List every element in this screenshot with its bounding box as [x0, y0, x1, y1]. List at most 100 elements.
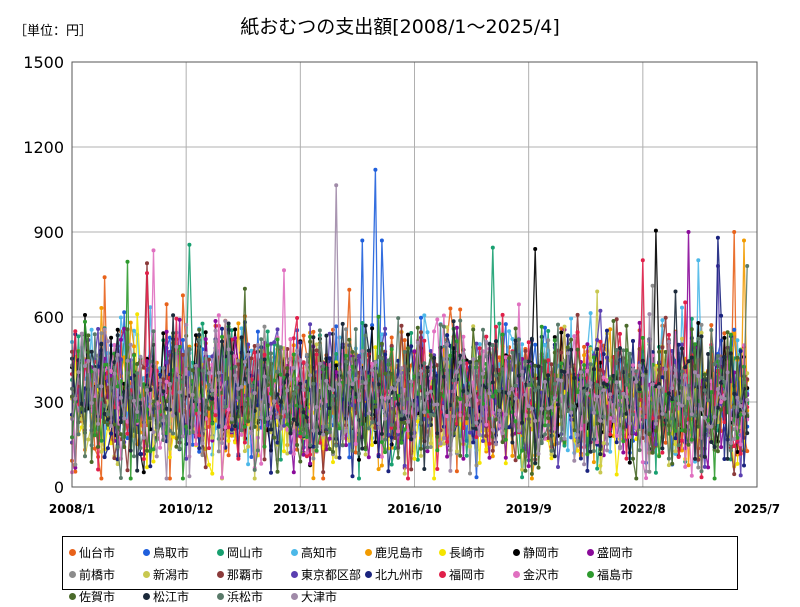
data-point [562, 436, 567, 441]
data-point [634, 369, 639, 374]
data-point [468, 471, 472, 476]
data-point [546, 416, 551, 421]
data-point [216, 313, 221, 318]
data-point [79, 401, 84, 406]
data-point [269, 341, 273, 346]
data-point [415, 340, 420, 345]
data-point [601, 352, 606, 357]
data-point [167, 335, 172, 340]
data-point [445, 409, 450, 414]
data-point [500, 312, 505, 317]
data-point [210, 400, 215, 405]
data-point [383, 416, 388, 421]
data-point [92, 433, 97, 438]
legend-label: 前橋市 [79, 567, 116, 582]
data-point [653, 228, 658, 233]
data-point [595, 466, 600, 471]
data-point [102, 455, 107, 460]
data-point [370, 368, 375, 373]
data-point [725, 330, 730, 335]
data-point [383, 371, 388, 376]
data-point [99, 438, 104, 443]
legend-item: 新潟市 [143, 563, 217, 585]
y-axis: 0 300 600 900 1200 1500 [23, 53, 64, 497]
legend-item: 鹿児島市 [365, 541, 439, 563]
data-point [419, 315, 423, 320]
data-point [376, 467, 381, 472]
data-point [732, 405, 737, 410]
data-point [513, 458, 518, 463]
data-point [419, 420, 423, 425]
data-point [432, 402, 437, 407]
data-point [409, 379, 414, 384]
data-point [454, 339, 459, 344]
data-point [373, 440, 378, 445]
legend-marker-icon [291, 548, 298, 556]
data-point [151, 329, 156, 334]
data-point [680, 403, 684, 408]
data-point [680, 428, 684, 433]
data-point [572, 334, 577, 339]
data-point [164, 414, 169, 419]
data-point [627, 435, 632, 439]
data-point [128, 448, 133, 453]
data-point [265, 416, 270, 421]
data-point [344, 353, 348, 358]
data-point [262, 324, 267, 329]
data-point [497, 321, 502, 326]
data-point [145, 448, 149, 453]
data-point [275, 404, 280, 409]
data-point [454, 449, 459, 454]
data-point [200, 453, 205, 458]
data-point [262, 357, 267, 362]
data-point [334, 183, 339, 188]
legend: 仙台市 鳥取市 岡山市 高知市 鹿児島市 長崎市 静岡市 盛岡市 前橋市 新潟市 那覇市 東京都区部北… [62, 536, 738, 604]
data-point [76, 370, 81, 375]
data-point [419, 453, 423, 458]
data-point [680, 342, 684, 347]
data-point [370, 361, 375, 366]
data-point [197, 332, 202, 337]
data-point [435, 467, 440, 471]
legend-label: 浜松市 [227, 589, 264, 604]
data-point [383, 326, 388, 331]
data-point [125, 419, 130, 424]
data-point [148, 359, 153, 364]
legend-item: 浜松市 [217, 585, 291, 607]
data-point [536, 385, 541, 390]
data-point [197, 433, 202, 438]
data-point [249, 383, 254, 388]
data-point [458, 360, 463, 365]
data-point [83, 313, 87, 317]
data-point [226, 321, 231, 326]
data-point [735, 450, 740, 454]
data-point [233, 354, 238, 359]
data-point [689, 316, 694, 321]
data-point [295, 376, 300, 381]
data-point [565, 351, 570, 356]
data-point [640, 335, 645, 340]
data-point [735, 355, 740, 360]
data-point [745, 397, 750, 402]
data-point [158, 372, 163, 377]
data-point [422, 313, 427, 318]
data-point [105, 339, 110, 344]
data-point [572, 458, 577, 463]
data-point [487, 391, 492, 396]
data-point [229, 351, 234, 355]
legend-marker-icon [365, 548, 372, 556]
data-point [487, 416, 492, 421]
data-point [360, 446, 365, 451]
data-point [605, 328, 609, 333]
y-tick-label: 1200 [23, 138, 64, 157]
data-point [546, 406, 551, 411]
data-point [298, 459, 303, 464]
data-point [533, 342, 538, 347]
data-point [735, 461, 740, 466]
y-tick-label: 0 [54, 478, 64, 497]
data-point [246, 462, 251, 467]
data-point [125, 358, 130, 363]
data-point [494, 339, 498, 344]
legend-label: 佐賀市 [79, 589, 116, 604]
data-point [709, 323, 714, 328]
